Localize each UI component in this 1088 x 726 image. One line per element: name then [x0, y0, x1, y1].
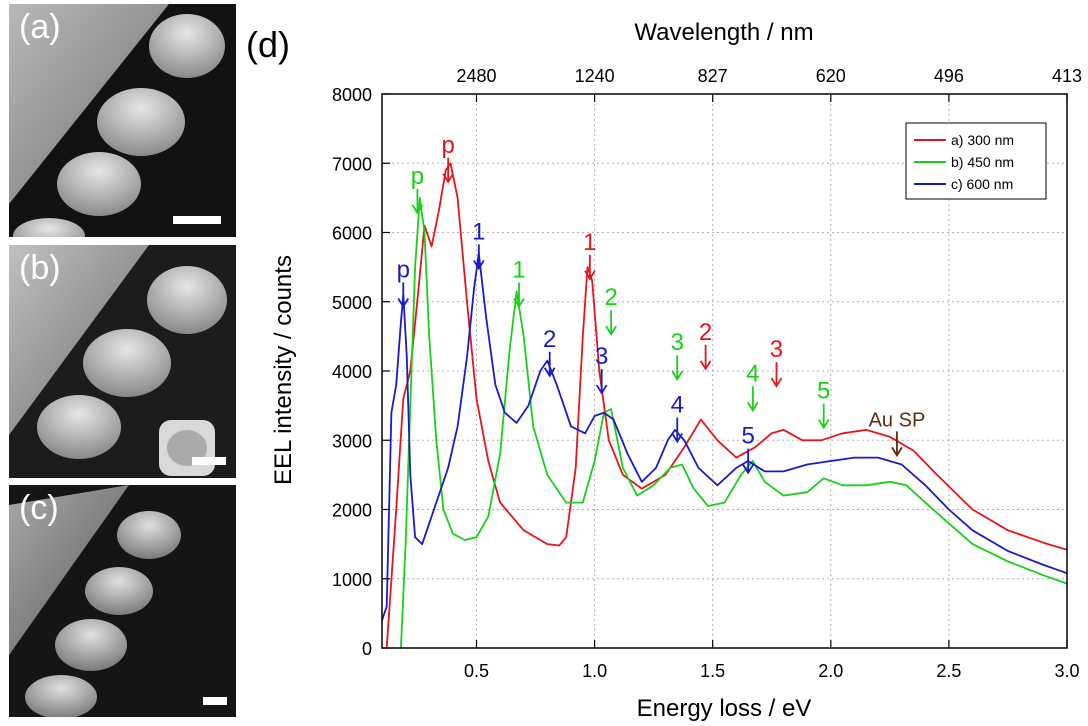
legend-box	[905, 122, 1047, 200]
peak-label: 5	[817, 378, 830, 405]
top-tick-label: 496	[934, 66, 964, 86]
peak-label: 3	[595, 343, 608, 370]
peak-arrow-head	[671, 370, 684, 381]
grid-lines	[382, 94, 1067, 648]
legend-label-2: c) 600 nm	[951, 176, 1013, 192]
top-tick-label: 620	[816, 66, 846, 86]
peak-label: 3	[770, 336, 783, 363]
top-tick-label: 1240	[575, 66, 615, 86]
peak-label: 2	[543, 326, 556, 353]
figure-label-d: (d)	[246, 24, 290, 65]
legend: a) 300 nm b) 450 nm c) 600 nm	[905, 122, 1047, 200]
peak-label: 1	[583, 229, 596, 256]
peak-label: 4	[671, 392, 684, 419]
x-tick-label: 3.0	[1054, 661, 1079, 681]
panel-label-b: (b)	[19, 249, 61, 287]
top-tick-label: 413	[1052, 66, 1082, 86]
peak-arrow-head	[891, 446, 903, 458]
x-tick-label: 1.0	[582, 661, 607, 681]
peak-arrow-head	[595, 384, 608, 395]
y-tick-label: 0	[362, 639, 372, 659]
sem-panel-b: (b)	[9, 245, 236, 478]
sem-image-a	[9, 4, 236, 237]
series-line-2	[381, 252, 1068, 621]
peak-arrow-head	[747, 401, 759, 413]
peak-arrow-head	[397, 298, 410, 309]
panel-label-a: (a)	[19, 8, 61, 46]
y-tick-label: 7000	[332, 154, 372, 174]
peak-label: 1	[472, 218, 485, 245]
peak-label: 4	[746, 360, 759, 387]
x-tick-label: 2.0	[818, 661, 843, 681]
peak-arrow-head	[584, 270, 596, 281]
y-tick-label: 4000	[332, 362, 372, 382]
top-tick-label: 2480	[456, 66, 496, 86]
series-line-0	[385, 162, 1068, 649]
peak-arrow-head	[817, 419, 830, 430]
peak-label: 2	[604, 284, 617, 311]
sem-panel-a: (a)	[9, 4, 236, 237]
top-tick-label: 827	[698, 66, 728, 86]
panel-label-c: (c)	[19, 489, 59, 527]
peak-arrow-head	[770, 377, 783, 388]
scale-bar-b	[192, 457, 226, 465]
peak-arrow-head	[411, 204, 424, 215]
peak-label: 3	[671, 329, 684, 356]
peak-label: 1	[512, 257, 525, 284]
top-axis-label: Wavelength / nm	[634, 19, 813, 46]
y-tick-label: 8000	[332, 85, 372, 105]
x-tick-label: 0.5	[464, 661, 489, 681]
peak-arrow-head	[742, 464, 754, 475]
y-axis-label: EEL intensity / counts	[270, 255, 297, 485]
peak-label: 5	[741, 423, 754, 450]
scale-bar-c	[203, 697, 227, 705]
peak-arrow-head	[699, 360, 712, 371]
x-tick-label: 1.5	[700, 661, 725, 681]
y-tick-label: 5000	[332, 293, 372, 313]
peak-arrow-head	[671, 433, 684, 444]
peak-arrow-head	[605, 325, 617, 336]
y-tick-label: 3000	[332, 431, 372, 451]
peak-arrow-head	[513, 298, 525, 309]
peak-label: Au SP	[869, 409, 926, 431]
peak-label: p	[397, 257, 410, 284]
x-tick-label: 2.5	[936, 661, 961, 681]
peak-arrow-head	[543, 367, 556, 378]
peak-arrow-head	[442, 173, 454, 184]
y-tick-label: 2000	[332, 501, 372, 521]
series-lines	[381, 162, 1068, 649]
sem-panel-c: (c)	[9, 485, 236, 717]
y-tick-label: 6000	[332, 224, 372, 244]
x-axis-label: Energy loss / eV	[637, 695, 812, 722]
sem-image-b	[9, 245, 236, 478]
scale-bar-a	[173, 216, 221, 224]
y-tick-label: 1000	[332, 570, 372, 590]
series-line-1	[400, 197, 1068, 649]
peak-label: p	[441, 132, 454, 159]
peak-label: p	[411, 163, 424, 190]
legend-label-0: a) 300 nm	[951, 132, 1014, 148]
plot-frame	[381, 93, 1068, 649]
axis-ticks: 0.5 1.0 1.5 2.0 2.5 3.0 0 1000 2000 3000 4000 5000 6…	[332, 66, 1082, 681]
peak-arrow-head	[473, 259, 485, 271]
sem-image-c	[9, 485, 236, 717]
legend-label-1: b) 450 nm	[951, 154, 1014, 170]
peak-label: 2	[699, 319, 712, 346]
